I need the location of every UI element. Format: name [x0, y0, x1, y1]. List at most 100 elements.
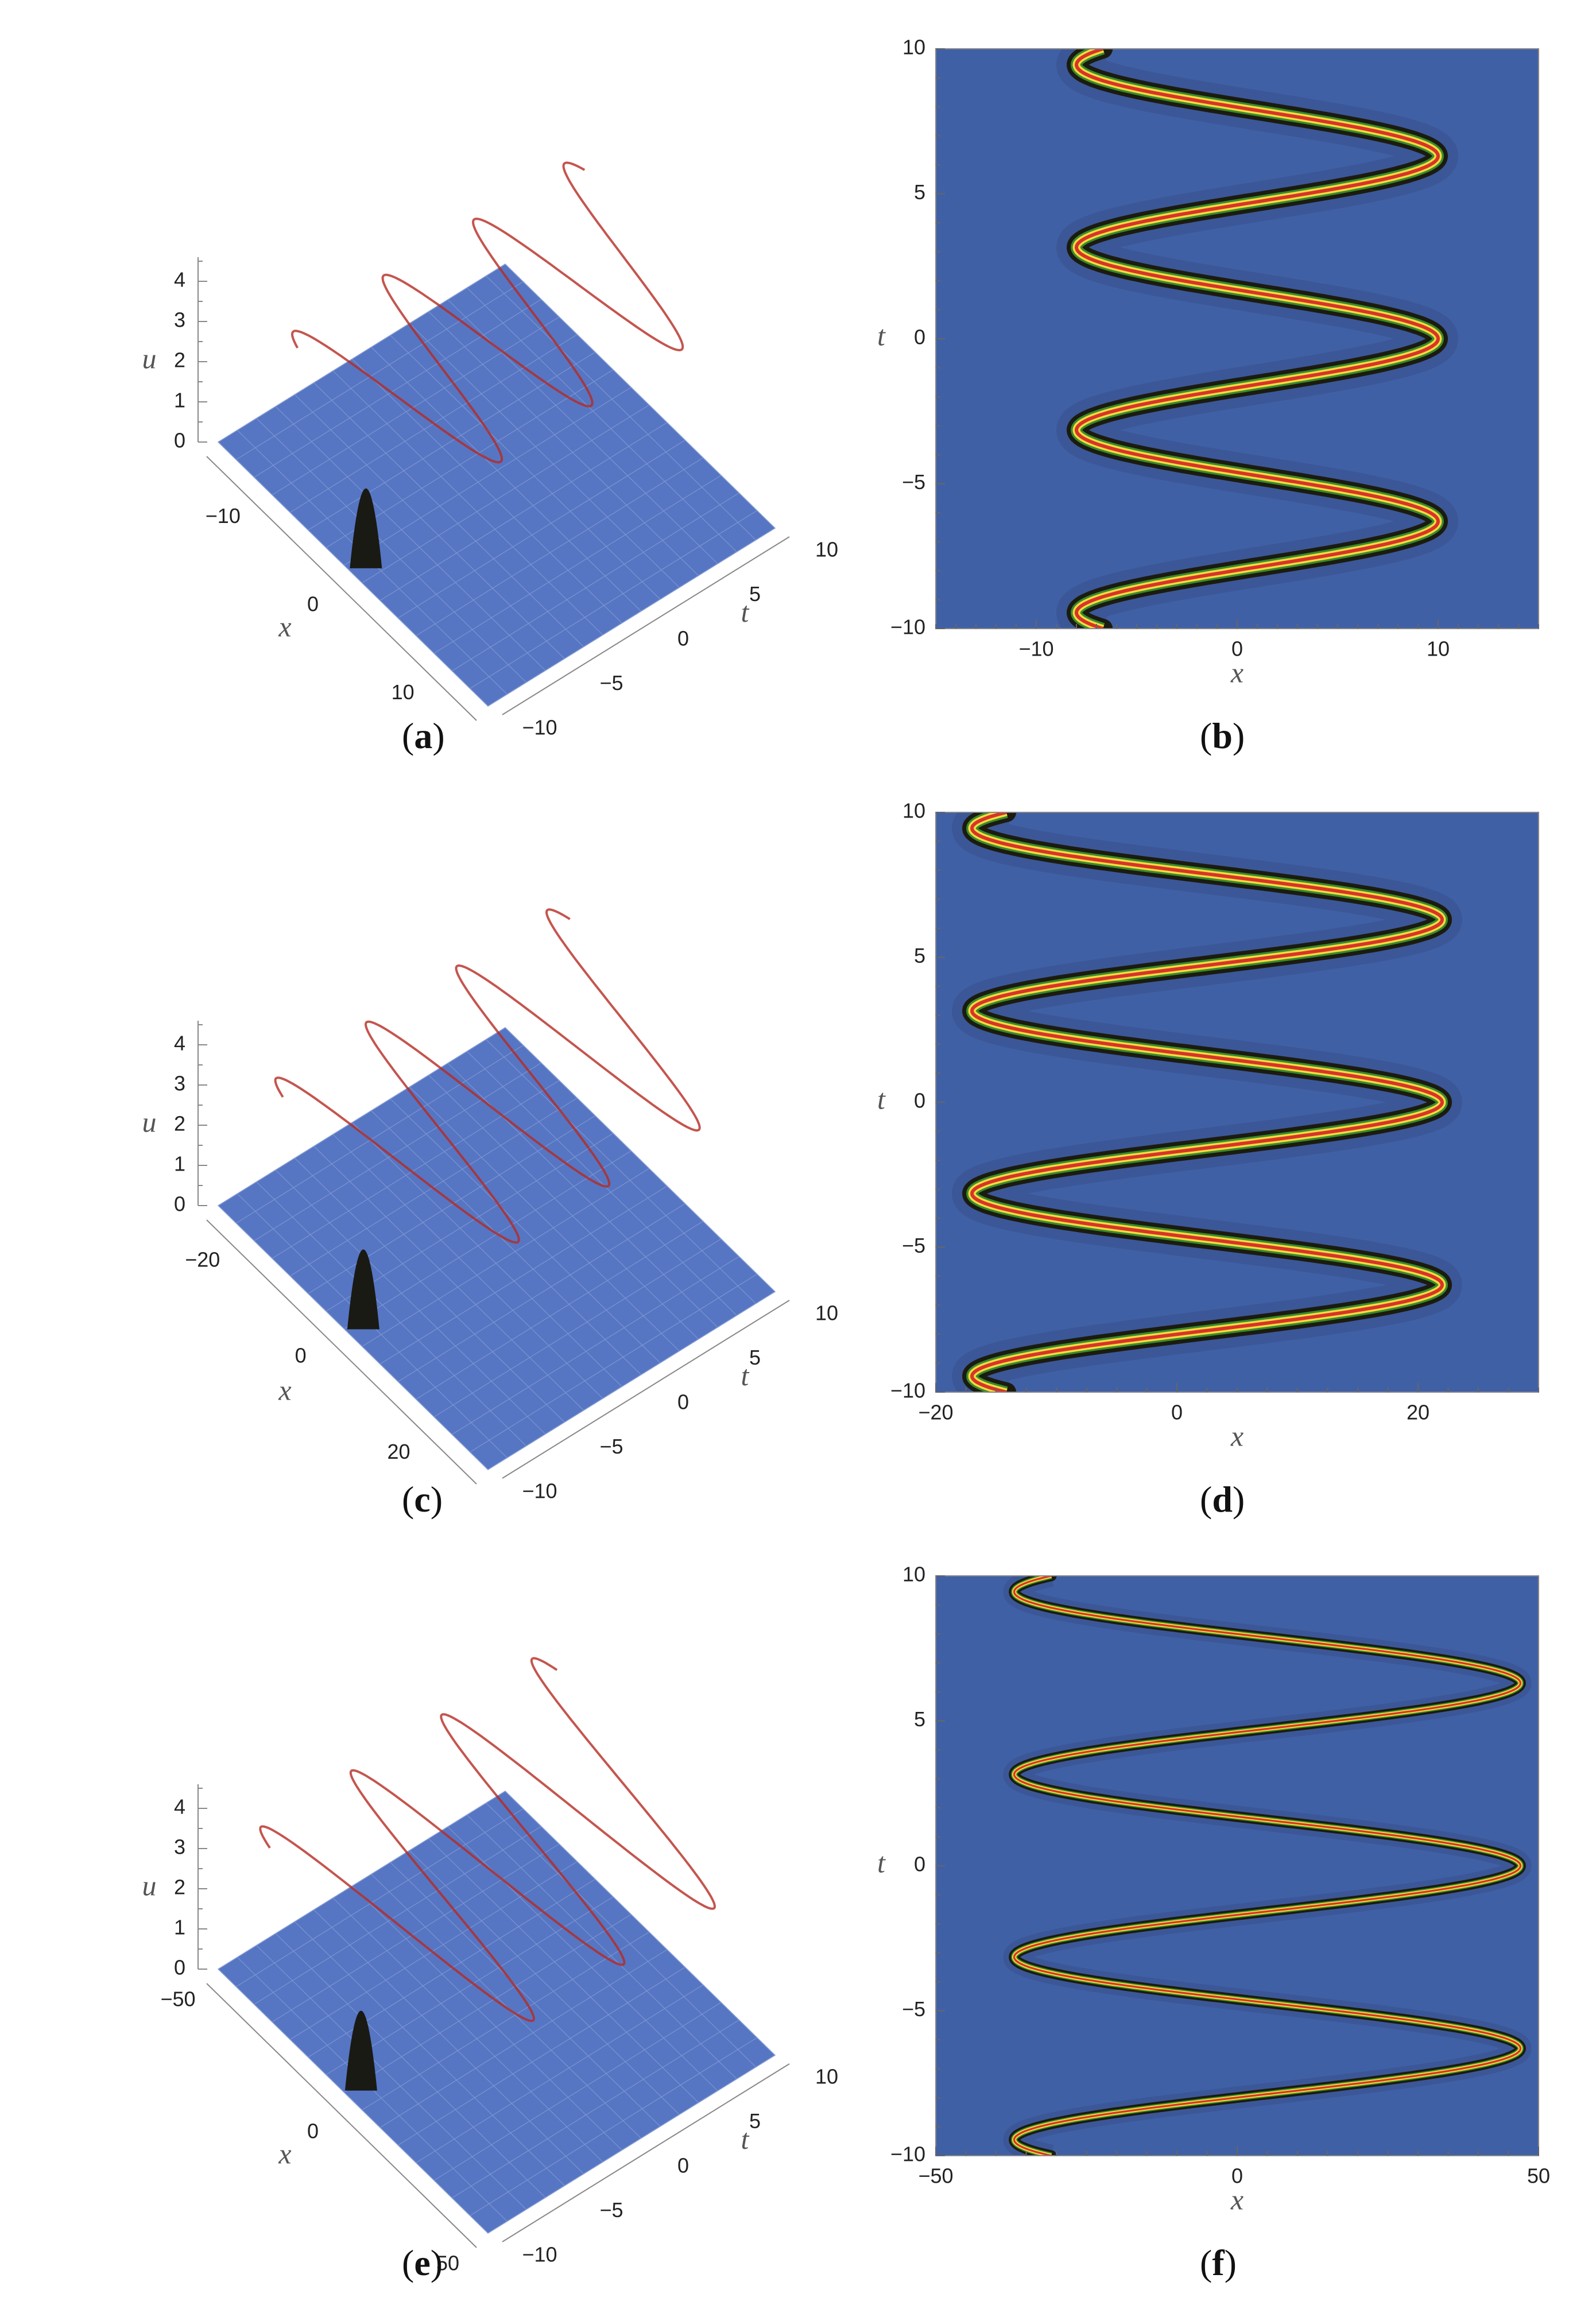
- t-tick-label: −10: [522, 2243, 557, 2266]
- x-tick-label: −50: [918, 2164, 953, 2188]
- density-plot-d: −10 −5 0 5 10 −20 0 20 x t: [877, 799, 1539, 1452]
- plane-grid-line: [275, 1933, 546, 2198]
- t-tick-label: 0: [677, 2154, 689, 2177]
- u-tick-label: 0: [174, 1192, 185, 1216]
- u-tick-label: 4: [174, 1032, 185, 1055]
- x-tick-label: 20: [388, 1440, 410, 1463]
- x-tick-label: 0: [1231, 2164, 1243, 2188]
- plane-grid-line: [470, 510, 757, 689]
- ridge-crest: [274, 908, 701, 1244]
- u-axis-label: u: [142, 342, 157, 374]
- x-tick-label: 10: [1427, 637, 1450, 661]
- x-axis-label: x: [278, 2137, 291, 2169]
- u-tick-label: 3: [174, 308, 185, 332]
- u-tick-label: 2: [174, 348, 185, 372]
- u-axis-label: u: [142, 1106, 157, 1138]
- x-tick-label: 50: [436, 2252, 459, 2275]
- ridge-core: [1075, 49, 1440, 629]
- u-tick-label: 2: [174, 1112, 185, 1136]
- y-tick-label: 10: [902, 1563, 925, 1586]
- plane-grid-line: [272, 1843, 560, 2022]
- x-axis-label: x: [278, 1374, 291, 1406]
- x-tick-label: 20: [1407, 1401, 1430, 1424]
- t-tick-label: 0: [677, 1390, 689, 1414]
- y-tick-label: −10: [890, 2142, 925, 2166]
- plot-background: [936, 1576, 1539, 2156]
- y-tick-label: −5: [902, 470, 925, 494]
- t-tick-label: 0: [677, 627, 689, 650]
- t-tick-label: −5: [599, 671, 623, 695]
- t-axis-label: t: [741, 596, 750, 628]
- plane-grid-line: [452, 493, 739, 672]
- y-tick-label: 5: [914, 180, 925, 204]
- t-tick-label: 10: [815, 538, 838, 561]
- u-tick-label: 1: [174, 1152, 185, 1176]
- caption-b: (b): [1200, 715, 1245, 756]
- x-tick-label: 0: [295, 1344, 307, 1367]
- y-axis-label: t: [877, 1083, 886, 1115]
- x-tick-label: 0: [307, 592, 319, 616]
- y-axis-label: t: [877, 1846, 886, 1878]
- plane-grid-line: [313, 1909, 584, 2175]
- soliton-peak: [350, 488, 382, 568]
- x-tick-label: −20: [918, 1401, 953, 1424]
- x-axis: [206, 1983, 477, 2248]
- plane-grid-line: [351, 1122, 622, 1387]
- y-tick-label: 5: [914, 944, 925, 967]
- t-tick-label: −5: [599, 1435, 623, 1458]
- caption-f: (f): [1200, 2242, 1237, 2283]
- y-tick-label: 10: [902, 799, 925, 823]
- t-tick-label: 5: [749, 582, 761, 606]
- soliton-peak: [344, 2010, 377, 2091]
- x-tick-label: −50: [160, 1987, 195, 2011]
- caption-c: (c): [402, 1479, 443, 1520]
- panel-c-surface: 0 1 2 3 4 u −20 0 20 x −10 −5 0 5 10 t: [0, 764, 838, 1503]
- y-tick-label: 0: [914, 1853, 925, 1876]
- t-tick-label: −10: [522, 716, 557, 739]
- ridge-group: [1003, 1576, 1532, 2156]
- x-tick-label: 10: [392, 680, 415, 704]
- u-tick-label: 4: [174, 1795, 185, 1819]
- ridge-crest: [290, 161, 684, 464]
- ridge-group: [1056, 49, 1459, 629]
- x-tick-label: 0: [1171, 1401, 1183, 1424]
- plane-grid-line: [466, 287, 737, 552]
- t-tick-label: 5: [749, 1346, 761, 1369]
- plane-grid-line: [398, 1203, 685, 1382]
- x-tick-label: 0: [307, 2120, 319, 2143]
- u-tick-label: 0: [174, 429, 185, 452]
- t-tick-label: 5: [749, 2109, 761, 2133]
- t-tick-label: −10: [522, 1479, 557, 1503]
- t-axis: [502, 536, 790, 715]
- x-axis-label: x: [1230, 1420, 1244, 1452]
- x-tick-label: −10: [206, 504, 241, 528]
- plane-grid-line: [452, 2020, 739, 2199]
- x-tick-label: −10: [1018, 637, 1053, 661]
- caption-e: (e): [402, 2242, 443, 2283]
- u-tick-label: 3: [174, 1835, 185, 1859]
- u-tick-label: 0: [174, 1956, 185, 1979]
- panel-a-surface: 0 1 2 3 4 u −10 0 10 x −10 −5 0 5 10 t: [0, 0, 838, 739]
- ridge-crest: [259, 1657, 716, 2022]
- y-tick-label: 0: [914, 326, 925, 349]
- panel-d-density: −10 −5 0 5 10 −20 0 20 x t: [798, 764, 1596, 1470]
- ridge-core: [1013, 1576, 1522, 2156]
- u-tick-label: 4: [174, 268, 185, 292]
- x-tick-label: 0: [1231, 637, 1243, 661]
- panel-f-density: −10 −5 0 5 10 −50 0 50 x t: [798, 1527, 1596, 2233]
- t-tick-label: 10: [815, 1301, 838, 1325]
- t-axis: [502, 2063, 790, 2242]
- x-axis: [206, 456, 477, 721]
- u-tick-label: 3: [174, 1072, 185, 1095]
- t-tick-label: −5: [599, 2198, 623, 2222]
- surface-plot-a: 0 1 2 3 4 u −10 0 10 x −10 −5 0 5 10 t: [142, 154, 838, 739]
- x-axis: [206, 1219, 477, 1485]
- t-tick-label: 10: [815, 2065, 838, 2089]
- t-axis: [502, 1300, 790, 1479]
- plane-grid-line: [398, 1967, 685, 2146]
- caption-d: (d): [1200, 1479, 1245, 1520]
- soliton-peak: [347, 1249, 379, 1330]
- surface-plot-c: 0 1 2 3 4 u −20 0 20 x −10 −5 0 5 10 t: [142, 901, 838, 1503]
